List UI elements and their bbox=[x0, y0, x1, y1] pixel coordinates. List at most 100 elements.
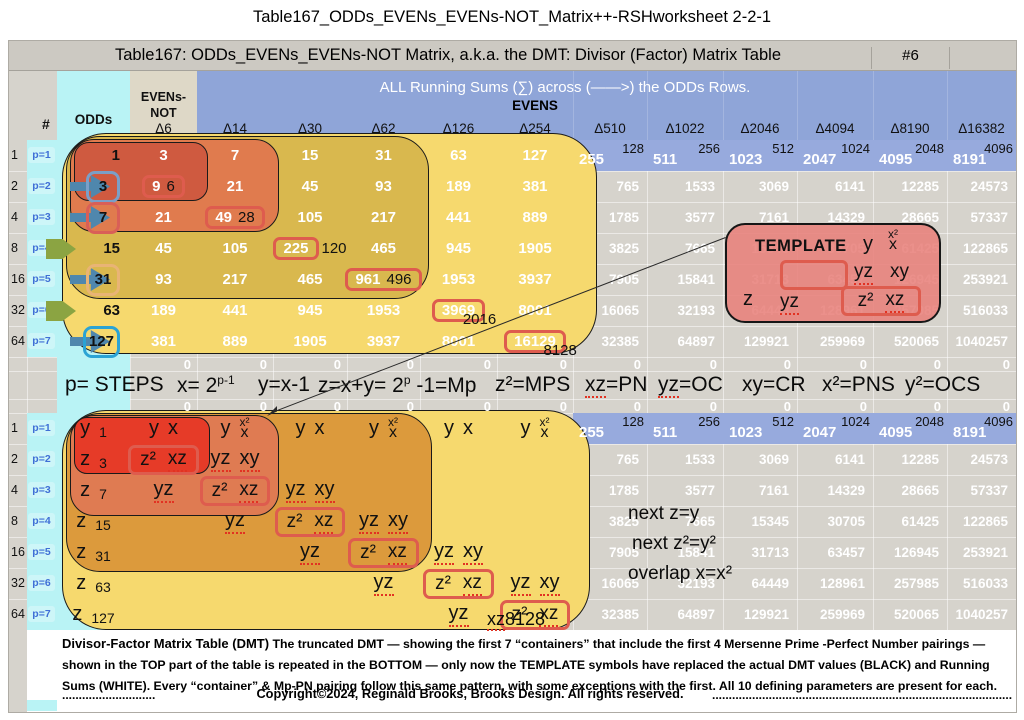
running-sum-value: 765 bbox=[616, 452, 639, 467]
running-sum-value: 32385 bbox=[601, 607, 639, 622]
matrix-cell: 1785 bbox=[573, 202, 647, 233]
row-number: 64 bbox=[11, 334, 25, 348]
row-p-label: p=2 bbox=[32, 180, 51, 192]
running-sum-value: 57337 bbox=[970, 210, 1008, 225]
running-sum-value: 3577 bbox=[684, 210, 715, 225]
running-sum-value: 889 bbox=[522, 209, 548, 226]
formula-token: z=x+y= 2p -1=Mp bbox=[318, 373, 476, 398]
matrix-cell: 24573 bbox=[947, 444, 1016, 475]
running-sum-value: 126945 bbox=[893, 545, 939, 560]
column-header-delta: Δ62 bbox=[371, 121, 396, 136]
matrix-cell: 1040257 bbox=[947, 599, 1016, 630]
template-pair-red-box: z² xz bbox=[199, 475, 271, 506]
template-matrix-cell: yz xy bbox=[497, 568, 573, 599]
template-matrix-cell: y x² x bbox=[497, 413, 573, 444]
matrix-cell: 12285 bbox=[873, 171, 947, 202]
formula-token: xz=PN bbox=[585, 373, 648, 398]
matrix-cell: 7161 bbox=[723, 475, 797, 506]
matrix-cell: 30705 bbox=[797, 506, 873, 537]
matrix-cell: 1023 512 bbox=[723, 140, 797, 171]
running-sum-value: 7905 bbox=[608, 545, 639, 560]
matrix-cell: 15345 bbox=[723, 506, 797, 537]
formula-text: x= 2 bbox=[177, 374, 218, 397]
row-odd-number: 63 bbox=[95, 578, 111, 595]
running-sum-value: 15841 bbox=[677, 545, 715, 560]
running-sum-value: 57337 bbox=[970, 483, 1008, 498]
zero-value: 0 bbox=[859, 399, 867, 414]
running-sum-value: 189 bbox=[445, 178, 472, 195]
column-header-delta: Δ4094 bbox=[815, 121, 855, 136]
template-legend-box: TEMPLATE y x² x yz xy z yz z² xz bbox=[725, 223, 941, 323]
zero-value: 0 bbox=[633, 399, 641, 414]
template-matrix-cell: yz bbox=[347, 568, 420, 599]
matrix-cell: 45 bbox=[130, 233, 197, 264]
row-number: 1 bbox=[11, 421, 18, 435]
template-symbol: yz bbox=[225, 509, 245, 534]
matrix-cell: 128961 bbox=[797, 568, 873, 599]
perfect-number-8128: 8128 bbox=[505, 609, 546, 629]
template-symbol: y bbox=[520, 417, 531, 439]
matrix-cell: 7161 bbox=[723, 202, 797, 233]
pointer-arrowhead-icon bbox=[267, 406, 277, 416]
running-sum-value: 217 bbox=[222, 271, 248, 288]
perfect-number-value: 28 bbox=[238, 209, 255, 226]
zero-value: 0 bbox=[183, 357, 191, 372]
running-sum-value: 4095 bbox=[879, 151, 913, 168]
z-squared-symbol: z² bbox=[211, 479, 228, 501]
running-sum-value: 93 bbox=[155, 271, 172, 288]
row-odd-number: 1 bbox=[99, 423, 107, 440]
zero-value: 0 bbox=[859, 357, 867, 372]
matrix-cell: 3577 bbox=[647, 202, 723, 233]
gridline-h bbox=[8, 371, 1016, 372]
column-header-delta: Δ8190 bbox=[890, 121, 930, 136]
running-sum-value: 63457 bbox=[827, 545, 865, 560]
running-sum-value: 7 bbox=[230, 147, 240, 164]
running-sum-value: 64449 bbox=[751, 576, 789, 591]
zero-value: 0 bbox=[406, 357, 414, 372]
running-sum-value: 520065 bbox=[893, 334, 939, 349]
matrix-cell: 1533 bbox=[647, 444, 723, 475]
matrix-cell: 3825 bbox=[573, 233, 647, 264]
running-sum-value: 127 bbox=[522, 147, 548, 164]
running-sum-value: 15 bbox=[301, 147, 319, 164]
zero-value: 0 bbox=[259, 357, 267, 372]
zero-value: 0 bbox=[1002, 357, 1010, 372]
template-matrix-cell: y x² x bbox=[197, 413, 273, 444]
running-sum-value: 189 bbox=[150, 302, 177, 319]
matrix-cell: 189 bbox=[130, 295, 197, 326]
running-sum-value: 32193 bbox=[677, 303, 715, 318]
row-number: 16 bbox=[11, 545, 25, 559]
formula-text: =PN bbox=[606, 373, 648, 396]
running-sum-value: 14329 bbox=[827, 483, 865, 498]
template-symbol: x bbox=[168, 417, 178, 439]
column-header-delta: Δ16382 bbox=[958, 121, 1005, 136]
column-header-delta: Δ6 bbox=[155, 121, 172, 136]
matrix-cell: 12285 bbox=[873, 444, 947, 475]
matrix-cell: 381 bbox=[130, 326, 197, 357]
running-sum-value: 225 bbox=[283, 240, 309, 257]
running-sum-value: 765 bbox=[616, 179, 639, 194]
formula-text: y=x-1 bbox=[258, 373, 310, 396]
footer-lead: Divisor-Factor Matrix Table (DMT) bbox=[62, 636, 270, 651]
band-separator bbox=[873, 70, 874, 140]
template-matrix-cell: z 63 bbox=[57, 568, 130, 599]
running-sum-value: 520065 bbox=[893, 607, 939, 622]
template-symbol: y bbox=[369, 417, 379, 439]
row-p-label: p=5 bbox=[32, 273, 51, 285]
running-sum-value: 961 bbox=[355, 271, 381, 288]
row-odd-number: 3 bbox=[99, 454, 107, 471]
template-z-squared-xz-box: z² xz bbox=[841, 286, 921, 316]
row-p-label: p=7 bbox=[32, 608, 51, 620]
footer-body: The truncated DMT — showing the first 7 … bbox=[62, 637, 997, 693]
running-sum-value: 12285 bbox=[901, 179, 939, 194]
copyright-line: Copyright©2024, Reginald Brooks, Brooks … bbox=[256, 686, 684, 701]
running-sum-value: 6141 bbox=[834, 179, 865, 194]
matrix-cell: 24573 bbox=[947, 171, 1016, 202]
running-sum-value: 945 bbox=[445, 240, 472, 257]
mp-pn-red-box: 16129 8128 bbox=[504, 330, 577, 359]
template-matrix-cell: z² xz bbox=[128, 444, 199, 475]
matrix-cell: 1905 bbox=[497, 233, 573, 264]
formula-text: =OC bbox=[679, 373, 723, 396]
